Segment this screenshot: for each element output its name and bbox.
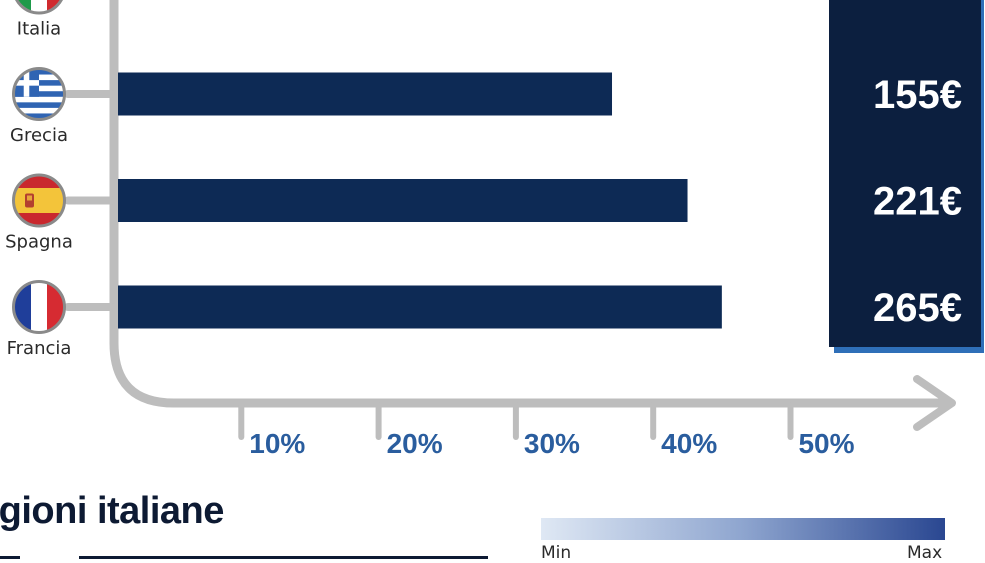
x-tick-label: 10% <box>249 428 305 459</box>
value-panel <box>829 0 981 347</box>
france-flag-icon <box>12 280 66 334</box>
bar <box>118 285 722 329</box>
category-label: Francia <box>7 338 72 359</box>
title-underline-left <box>0 556 20 559</box>
greece-flag-icon <box>12 67 66 121</box>
bar <box>118 179 688 222</box>
category-label: Spagna <box>5 232 73 253</box>
color-scale-bar <box>541 518 945 540</box>
bar <box>118 72 613 116</box>
x-axis-arrowhead <box>913 375 956 431</box>
value-label: 155€ <box>873 73 962 117</box>
spain-flag-icon <box>12 173 66 228</box>
value-label: 265€ <box>873 286 962 330</box>
italy-flag-icon <box>14 0 64 15</box>
y-axis-line <box>109 0 955 408</box>
x-tick-label: 40% <box>661 428 717 459</box>
x-tick-label: 30% <box>524 428 580 459</box>
x-tick-label: 50% <box>798 428 854 459</box>
x-axis-ticks: 10% 20% 30% 40% 50% <box>238 402 855 459</box>
title-underline-right <box>79 556 488 559</box>
color-scale-max-label: Max <box>907 543 943 563</box>
value-label: 221€ <box>873 180 962 224</box>
x-tick-label: 20% <box>387 428 443 459</box>
category-label: Italia <box>17 19 61 40</box>
category-label: Grecia <box>10 125 68 146</box>
bar-rows: Italia Grecia 155€ Spagna 221€ Francia 265€ <box>5 0 962 359</box>
color-scale-min-label: Min <box>541 543 572 563</box>
section-title: egioni italiane <box>0 490 224 532</box>
